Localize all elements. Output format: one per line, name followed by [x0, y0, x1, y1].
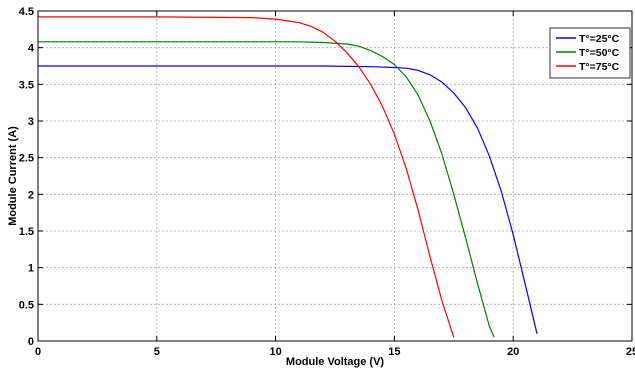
y-tick-label: 1.5: [19, 226, 34, 238]
y-tick-label: 0: [28, 336, 34, 348]
x-tick-label: 5: [154, 346, 160, 358]
x-axis-label: Module Voltage (V): [286, 356, 385, 368]
legend-label: T°=25°C: [579, 33, 620, 45]
series-line-1: [38, 65, 538, 334]
series-line-2: [38, 41, 495, 338]
legend-label: T°=75°C: [579, 61, 620, 73]
x-tick-label: 20: [507, 346, 519, 358]
y-tick-label: 3: [28, 116, 34, 128]
x-tick-label: 0: [35, 346, 41, 358]
series-line-3: [38, 16, 455, 338]
series-lines: [38, 16, 538, 338]
y-tick-label: 1: [28, 263, 34, 275]
legend-label: T°=50°C: [579, 47, 620, 59]
legend-box: [549, 27, 631, 79]
x-tick-label: 15: [388, 346, 400, 358]
plot-area: [38, 11, 632, 341]
grid-lines: [38, 11, 632, 341]
plot-frame: [37, 10, 633, 342]
y-tick-label: 4: [28, 43, 35, 55]
axis-ticks: 0 5 10 15 20 25 0 0.5 1 1.5 2 2.5 3 3.5 4 4.5: [19, 6, 635, 358]
y-tick-label: 4.5: [19, 6, 34, 18]
x-tick-label: 10: [269, 346, 281, 358]
legend: T°=25°C T°=50°C T°=75°C: [549, 27, 631, 79]
y-tick-label: 3.5: [19, 79, 34, 91]
y-tick-label: 2.5: [19, 153, 34, 165]
y-axis-label: Module Current (A): [7, 126, 19, 226]
x-tick-label: 25: [626, 346, 635, 358]
y-tick-label: 0.5: [19, 299, 34, 311]
y-tick-label: 2: [28, 189, 34, 201]
